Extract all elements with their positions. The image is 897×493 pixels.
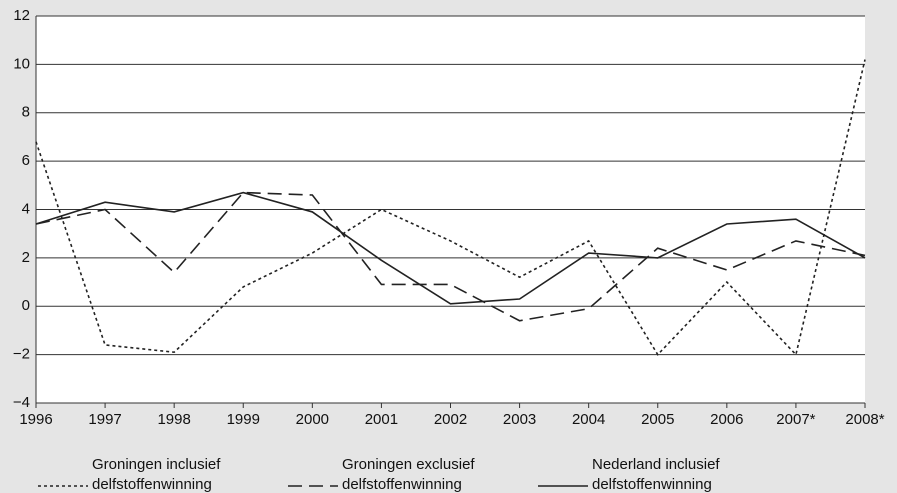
y-tick-label: 4 [22,200,30,217]
legend-label: Groningen inclusief delfstoffenwinning [92,456,221,493]
x-tick-label: 1999 [227,411,260,428]
x-tick-label: 2002 [434,411,467,428]
y-tick-label: 8 [22,104,30,121]
x-tick-label: 2008* [845,411,884,428]
series-line [35,59,866,357]
y-tick-label: 2 [22,249,30,266]
y-tick-label: 12 [13,7,30,24]
x-tick-label: 2001 [365,411,398,428]
x-tick-label: 2005 [641,411,674,428]
series-line [35,191,866,305]
y-tick-label: −2 [13,346,30,363]
x-tick-label: 2004 [572,411,605,428]
y-tick-label: 6 [22,152,30,169]
x-tick-label: 1998 [157,411,190,428]
x-tick-label: 2003 [503,411,536,428]
y-tick-label: 10 [13,55,30,72]
y-tick-label: −4 [13,394,30,411]
legend-label: Nederland inclusief delfstoffenwinning [592,456,720,493]
x-tick-label: 2007* [776,411,815,428]
legend-label: Groningen exclusief delfstoffenwinning [342,456,475,493]
x-tick-label: 2006 [710,411,743,428]
x-tick-label: 1997 [88,411,121,428]
y-tick-label: 0 [22,297,30,314]
x-tick-label: 1996 [19,411,52,428]
x-tick-label: 2000 [296,411,329,428]
